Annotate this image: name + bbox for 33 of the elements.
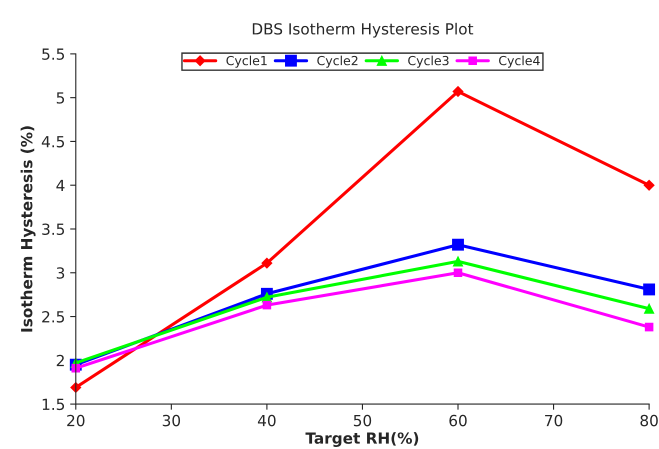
point [452, 256, 464, 266]
y-tick-label: 1.5 [42, 398, 64, 410]
y-tick-label: 2 [56, 354, 64, 366]
x-tick-label: 80 [640, 414, 658, 426]
chart-title: DBS Isotherm Hysteresis Plot [252, 22, 474, 38]
y-tick-label: 3.5 [42, 223, 64, 236]
point [644, 322, 654, 332]
point [452, 86, 464, 97]
y-axis-title: Isotherm Hysteresis (%) [20, 126, 36, 332]
y-tick-label: 4.5 [42, 136, 64, 148]
x-tick-label: 70 [545, 414, 562, 426]
point [262, 300, 272, 310]
y-tick-label: 4 [56, 180, 65, 192]
point [643, 283, 656, 296]
legend-label: Cycle1 [226, 56, 267, 68]
x-tick-label: 20 [67, 414, 84, 426]
point [644, 304, 654, 314]
legend-label: Cycle3 [408, 56, 449, 68]
point [261, 258, 272, 269]
x-tick-label: 30 [162, 414, 180, 426]
x-tick-label: 50 [354, 414, 372, 426]
x-tick-label: 40 [258, 414, 276, 426]
x-tick-label: 60 [449, 414, 467, 426]
point [454, 268, 462, 278]
y-tick-label: 3 [56, 267, 64, 279]
x-axis-title: Target RH(%) [306, 432, 418, 447]
y-tick-label: 2.5 [42, 311, 64, 323]
point [452, 238, 464, 251]
point [644, 180, 655, 191]
legend-label: Cycle2 [317, 56, 358, 68]
y-tick-label: 5.5 [42, 48, 64, 60]
legend-label: Cycle4 [499, 56, 540, 68]
y-tick-label: 5 [56, 92, 64, 104]
